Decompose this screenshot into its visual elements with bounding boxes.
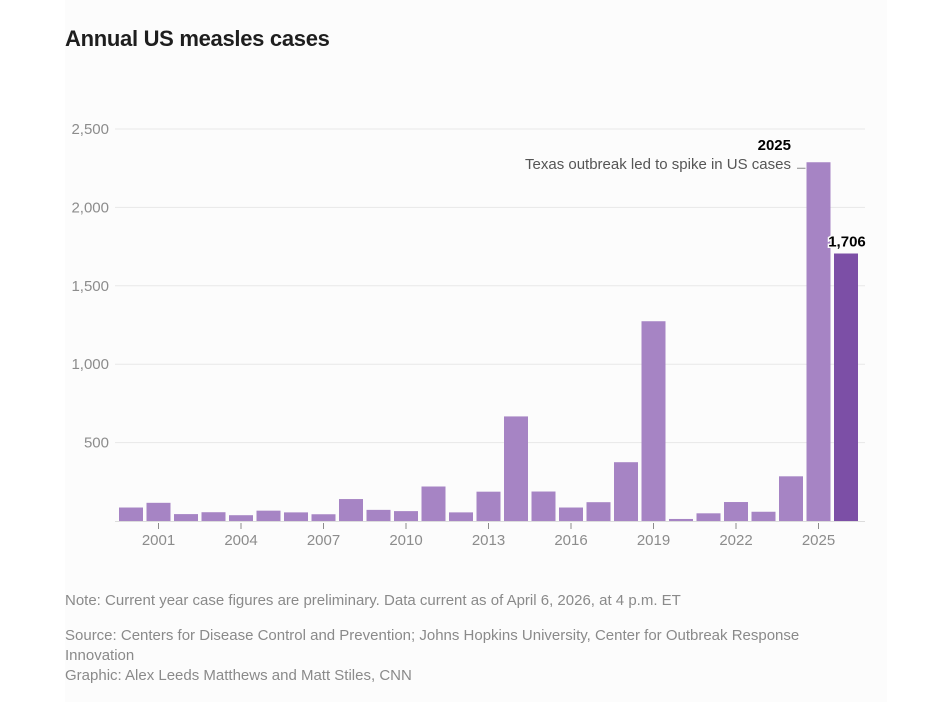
bar-2012 [449, 512, 473, 521]
bar-2019 [641, 321, 666, 521]
bar-2013 [476, 491, 501, 521]
y-tick-label: 1,500 [71, 278, 109, 295]
chart-note: Note: Current year case figures are prel… [65, 592, 681, 609]
value-label: 1,706 [828, 233, 866, 250]
bar-2003 [201, 512, 226, 521]
bar-2018 [614, 462, 638, 521]
bar-2014 [504, 416, 528, 521]
bar-2025 [806, 162, 831, 522]
x-tick-label: 2004 [224, 532, 257, 549]
bar-2026 [834, 253, 858, 521]
gridlines [115, 128, 865, 444]
bar-2002 [174, 514, 198, 521]
x-tick-label: 2025 [802, 532, 835, 549]
graphic-credit: Graphic: Alex Leeds Matthews and Matt St… [65, 667, 412, 684]
bar-2000 [119, 507, 143, 521]
bar-2021 [696, 513, 721, 521]
bar-2008 [339, 499, 363, 521]
x-tick-label: 2016 [554, 532, 587, 549]
bar-2004 [229, 515, 253, 521]
y-tick-label: 2,500 [71, 121, 109, 138]
y-tick-label: 1,000 [71, 356, 109, 373]
chart-credits: Source: Centers for Disease Control and … [65, 626, 855, 686]
chart-title: Annual US measles cases [65, 26, 330, 51]
y-axis: 500 1,000 1,500 2,000 2,500 [71, 121, 109, 452]
bar-2016 [559, 507, 583, 521]
bar-2011 [421, 486, 446, 521]
y-tick-label: 500 [84, 435, 109, 452]
bar-2023 [751, 511, 776, 521]
bar-2020 [669, 518, 693, 521]
x-axis: 2001 2004 2007 2010 2013 2016 2019 2022 2025 [115, 521, 865, 549]
x-tick-label: 2022 [719, 532, 752, 549]
x-tick-label: 2019 [637, 532, 670, 549]
annotation-year: 2025 [758, 137, 791, 154]
x-tick-label: 2013 [472, 532, 505, 549]
bar-2015 [531, 491, 556, 521]
bar-2005 [256, 510, 281, 521]
bar-2006 [284, 512, 308, 521]
annotation-text: Texas outbreak led to spike in US cases [525, 156, 791, 173]
y-tick-label: 2,000 [71, 199, 109, 216]
bars [119, 162, 858, 522]
x-tick-label: 2010 [389, 532, 422, 549]
bar-2009 [366, 509, 391, 521]
bar-2010 [394, 511, 418, 521]
bar-2017 [586, 502, 611, 521]
bar-2022 [724, 502, 748, 521]
bar-2001 [146, 502, 171, 521]
chart-panel [65, 0, 887, 702]
x-tick-label: 2007 [307, 532, 340, 549]
bar-2007 [311, 514, 336, 521]
bar-2024 [779, 476, 803, 521]
x-tick-label: 2001 [142, 532, 175, 549]
annotations: 2025 Texas outbreak led to spike in US ca… [525, 137, 867, 252]
source-text: Source: Centers for Disease Control and … [65, 627, 800, 664]
